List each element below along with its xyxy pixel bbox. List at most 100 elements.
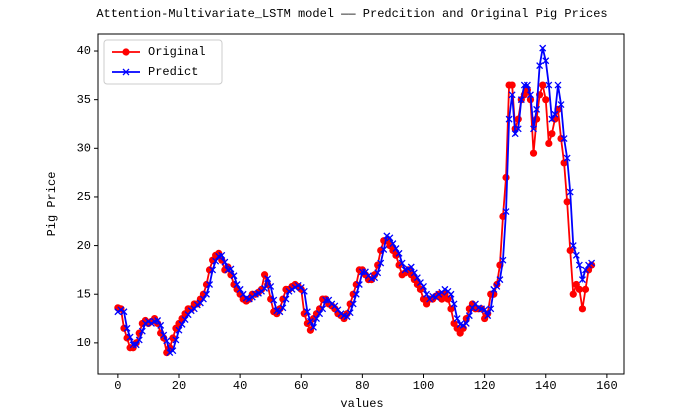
point (233, 281, 241, 288)
chart-title: Attention-Multivariate_LSTM model —— Pre… (96, 7, 607, 21)
point (154, 317, 162, 324)
x-tick-label: 140 (535, 379, 557, 393)
point (557, 101, 565, 108)
point (193, 301, 201, 309)
point (203, 290, 210, 298)
point (144, 318, 152, 325)
x-tick-label: 60 (294, 379, 308, 393)
point (441, 285, 449, 293)
point (349, 300, 357, 308)
point (493, 282, 501, 290)
point (502, 173, 510, 182)
point (582, 266, 589, 274)
point (303, 308, 311, 316)
point (294, 282, 302, 289)
legend-box (103, 39, 223, 85)
point (413, 274, 421, 282)
point (218, 251, 226, 259)
point (420, 282, 427, 290)
x-tick-label: 0 (114, 379, 121, 393)
point (539, 44, 547, 52)
point (548, 130, 556, 138)
legend-marker (122, 48, 130, 56)
point (352, 290, 360, 298)
plot-area (97, 33, 625, 375)
point (187, 307, 195, 315)
point (554, 81, 562, 89)
point (447, 305, 455, 313)
point (141, 319, 149, 327)
point (566, 188, 574, 196)
point (181, 316, 189, 323)
point (578, 276, 586, 284)
point (450, 300, 458, 308)
legend-label: Original (148, 45, 206, 59)
point (117, 306, 125, 314)
point (380, 246, 388, 253)
point (163, 337, 171, 345)
point (221, 258, 229, 266)
point (160, 331, 168, 339)
point (114, 308, 122, 316)
point (395, 261, 403, 269)
y-tick-label: 20 (77, 239, 91, 253)
point (178, 320, 186, 328)
point (542, 57, 550, 65)
point (254, 289, 262, 297)
y-tick-label: 25 (77, 190, 91, 204)
point (371, 274, 379, 282)
point (230, 272, 238, 280)
y-tick-label: 30 (77, 141, 91, 155)
point (172, 336, 180, 344)
point (358, 268, 366, 276)
point (569, 242, 577, 250)
point (227, 265, 235, 273)
point (520, 81, 528, 89)
point (502, 208, 510, 215)
point (566, 246, 574, 255)
x-tick-label: 20 (172, 379, 186, 393)
point (511, 130, 519, 138)
point (484, 312, 492, 320)
point (563, 198, 571, 206)
point (447, 290, 455, 298)
point (395, 249, 403, 257)
point (279, 304, 287, 312)
point (545, 81, 553, 89)
point (575, 261, 583, 269)
point (212, 257, 220, 265)
point (572, 251, 580, 259)
point (355, 281, 363, 288)
point (175, 326, 183, 334)
point (539, 81, 547, 89)
point (264, 275, 272, 283)
point (346, 309, 354, 317)
point (563, 154, 571, 162)
point (560, 135, 568, 143)
point (514, 125, 522, 133)
point (465, 312, 473, 320)
point (313, 315, 320, 323)
point (374, 269, 382, 277)
point (588, 259, 596, 267)
point (126, 333, 134, 341)
point (322, 296, 330, 304)
point (530, 125, 537, 133)
point (496, 276, 504, 284)
legend-label: Predict (148, 65, 198, 79)
point (499, 256, 507, 264)
point (569, 290, 577, 298)
point (135, 336, 143, 344)
point (245, 295, 253, 303)
point (527, 91, 534, 99)
point (337, 310, 345, 318)
point (270, 296, 278, 304)
point (551, 110, 559, 118)
point (377, 259, 385, 267)
y-tick-label: 35 (77, 93, 91, 107)
point (206, 281, 214, 288)
point (129, 341, 137, 349)
point (523, 81, 531, 89)
point (303, 319, 311, 328)
